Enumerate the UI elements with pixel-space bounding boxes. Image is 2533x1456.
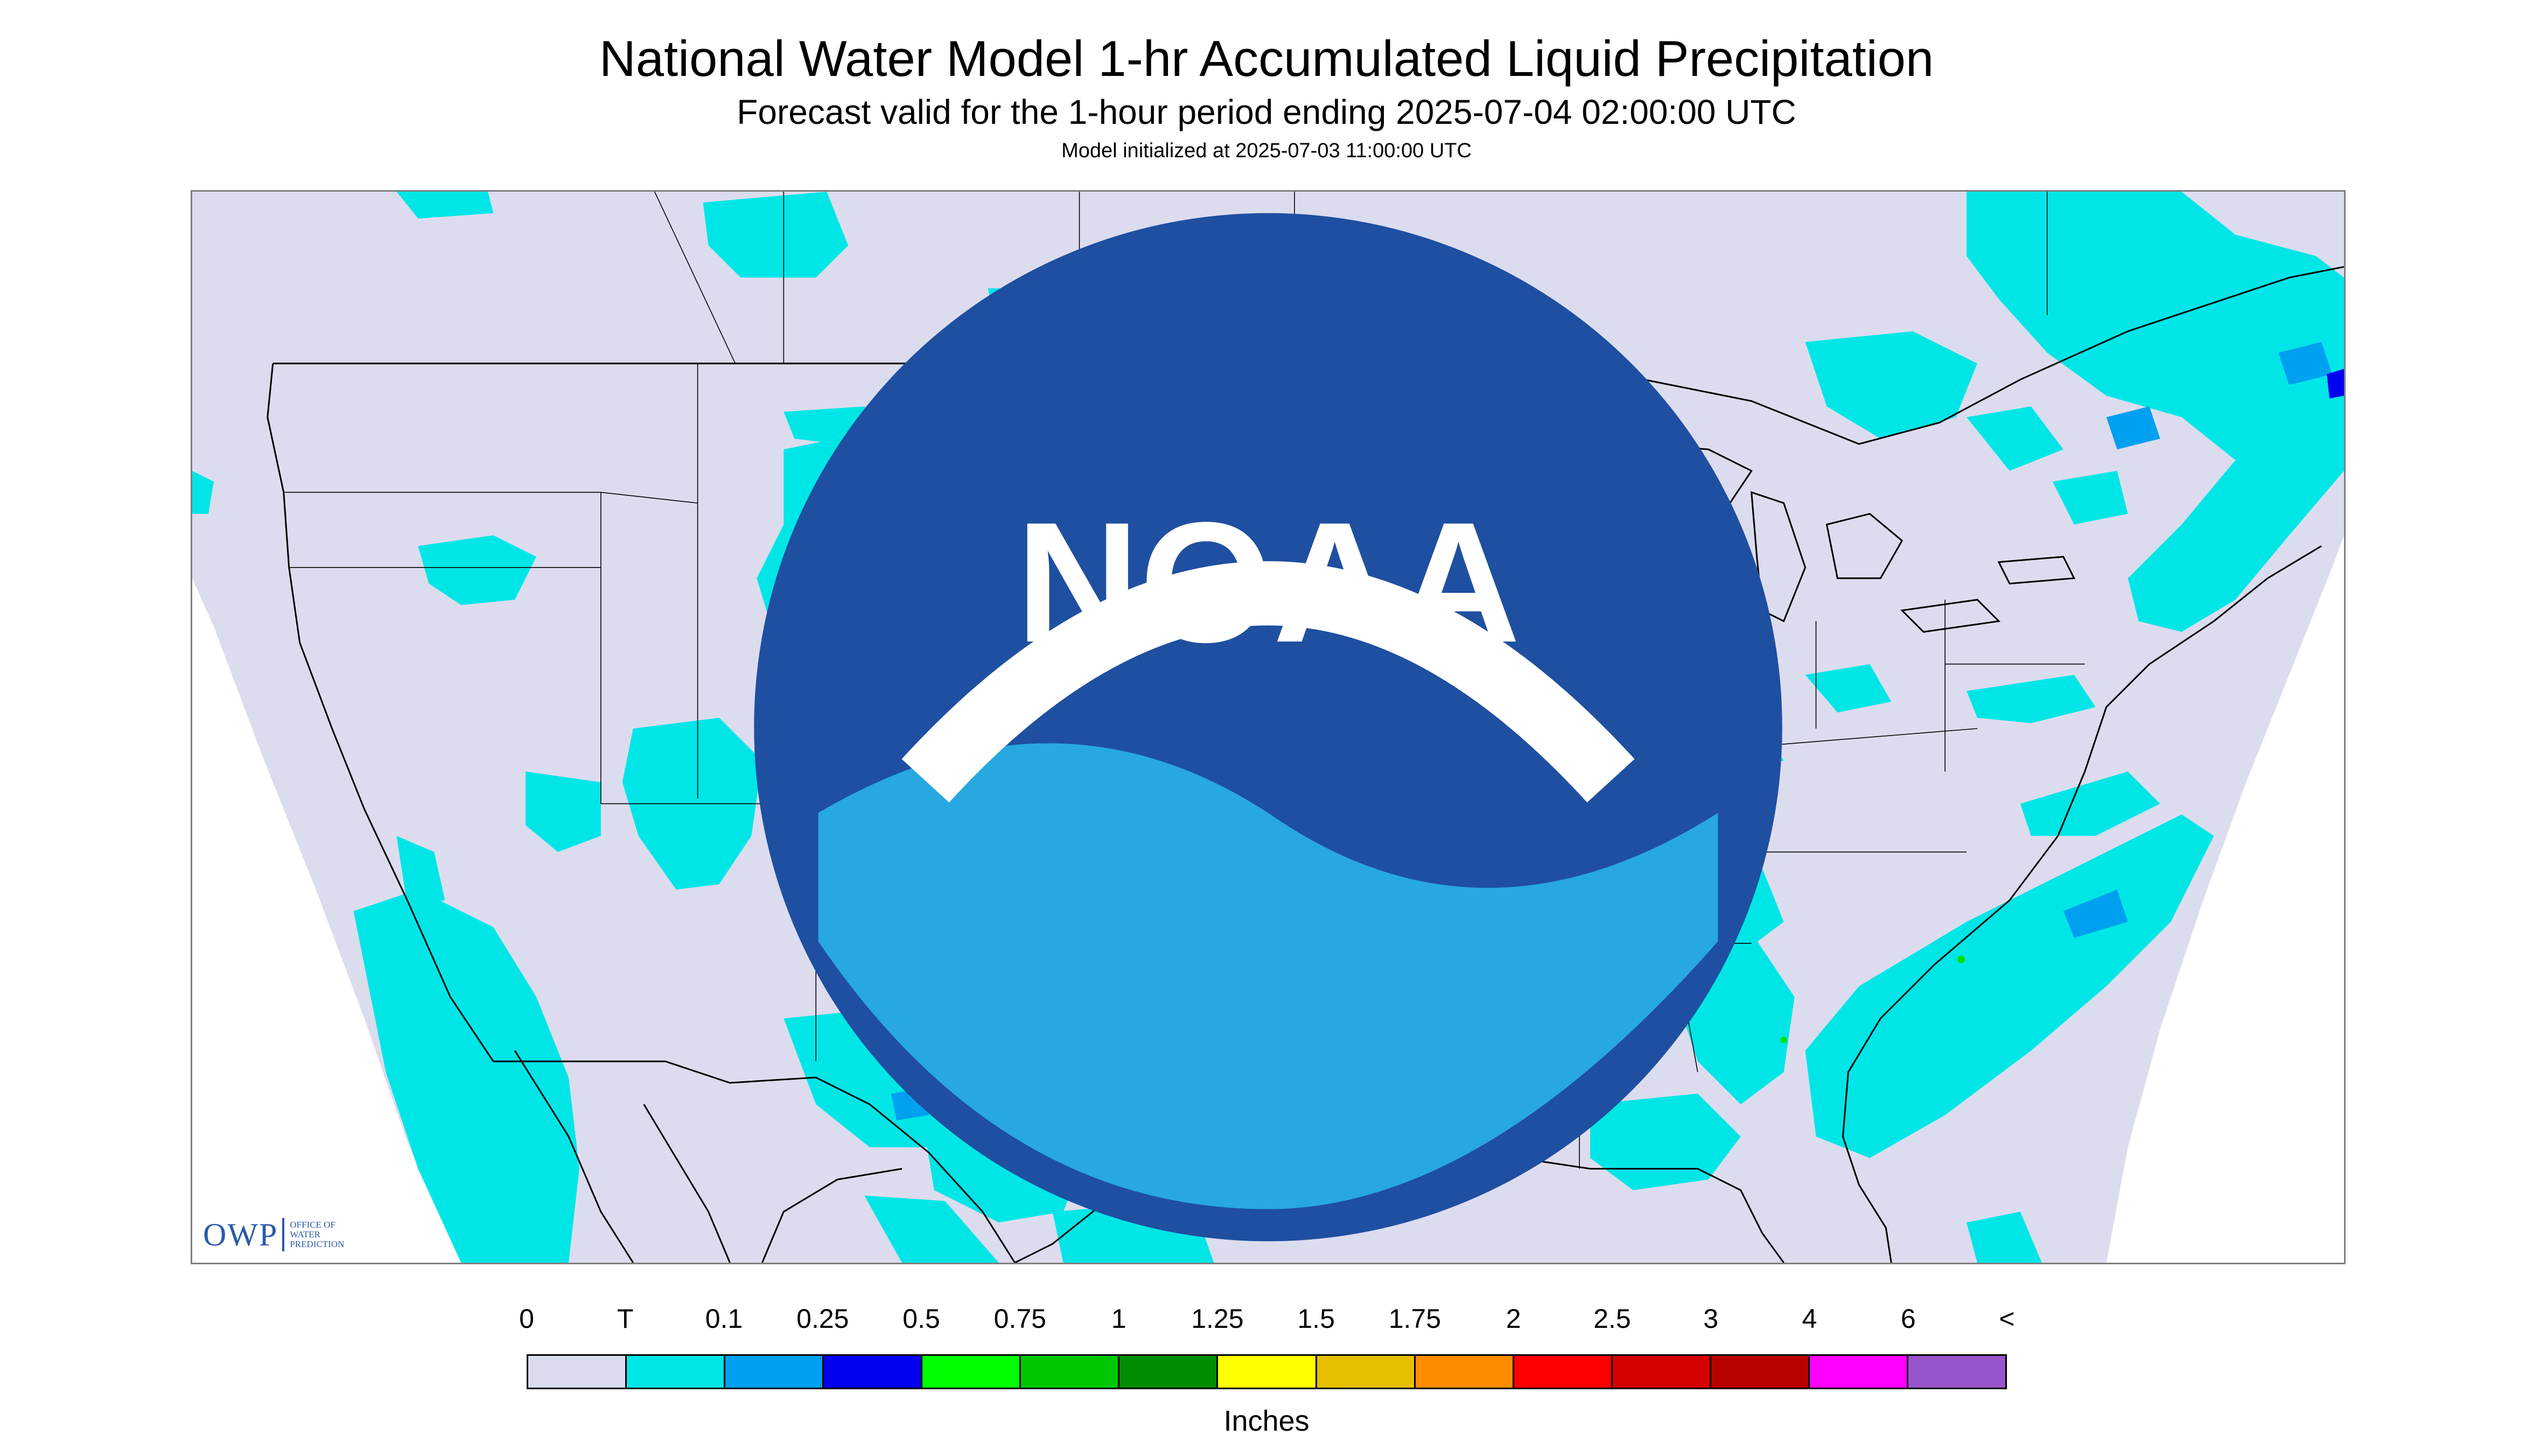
- legend-tick-label: T: [617, 1304, 634, 1334]
- legend-swatch: [1908, 1356, 2005, 1388]
- legend-tick-label: 3: [1703, 1304, 1719, 1334]
- legend-swatch: [725, 1356, 824, 1388]
- model-init-time: Model initialized at 2025-07-03 11:00:00…: [1061, 139, 1472, 162]
- noaa-logo: NOAA: [754, 213, 1782, 1242]
- map-subtitle: Forecast valid for the 1-hour period end…: [737, 93, 1796, 131]
- owp-logo: OWP OFFICE OF WATER PREDICTION: [203, 1213, 344, 1256]
- legend-tick-label: 2.5: [1593, 1304, 1631, 1334]
- legend-tick-label: <: [1999, 1304, 2015, 1334]
- legend-swatch: [1711, 1356, 1810, 1388]
- map-title: National Water Model 1-hr Accumulated Li…: [599, 30, 1934, 87]
- legend-tick-label: 6: [1900, 1304, 1916, 1334]
- legend-tick-label: 1.25: [1191, 1304, 1244, 1334]
- legend-swatch: [627, 1356, 726, 1388]
- legend-swatch: [1317, 1356, 1416, 1388]
- legend-tick-label: 0.5: [902, 1304, 940, 1334]
- legend-tick-label: 0.1: [705, 1304, 743, 1334]
- noaa-logo-text: NOAA: [1016, 487, 1520, 678]
- legend-tick-label: 1.5: [1297, 1304, 1335, 1334]
- owp-logo-line: OFFICE OF: [290, 1220, 335, 1230]
- legend-tick-label: 2: [1506, 1304, 1521, 1334]
- owp-logo-line: PREDICTION: [290, 1239, 345, 1249]
- owp-logo-divider: [282, 1218, 285, 1251]
- legend-tick-label: 1.75: [1388, 1304, 1442, 1334]
- owp-logo-text: OFFICE OF WATER PREDICTION: [290, 1220, 344, 1249]
- legend-swatch: [528, 1356, 627, 1388]
- owp-logo-letters: OWP: [203, 1216, 278, 1252]
- legend-swatch: [1612, 1356, 1711, 1388]
- legend-swatch: [1218, 1356, 1317, 1388]
- legend-swatch: [1809, 1356, 1908, 1388]
- legend-tick-label: 0.25: [796, 1304, 849, 1334]
- legend-swatch: [1415, 1356, 1514, 1388]
- legend-tick-label: 0.75: [993, 1304, 1046, 1334]
- legend-tick-label: 1: [1111, 1304, 1126, 1334]
- owp-logo-line: WATER: [290, 1229, 321, 1240]
- legend-swatch: [1021, 1356, 1120, 1388]
- color-legend: [527, 1354, 2007, 1389]
- legend-swatch: [922, 1356, 1021, 1388]
- legend-tick-label: 4: [1802, 1304, 1817, 1334]
- legend-units: Inches: [1223, 1405, 1310, 1437]
- legend-swatch: [1514, 1356, 1613, 1388]
- legend-swatch: [824, 1356, 923, 1388]
- legend-tick-label: 0: [519, 1304, 534, 1334]
- precip-map: OWP OFFICE OF WATER PREDICTION NOAA: [191, 190, 2346, 1264]
- legend-swatch: [1119, 1356, 1219, 1388]
- legend-labels: 0 T 0.1 0.25 0.5 0.75 1 1.25 1.5 1.75 2 2.5 3 4 6 <: [0, 1303, 2533, 1341]
